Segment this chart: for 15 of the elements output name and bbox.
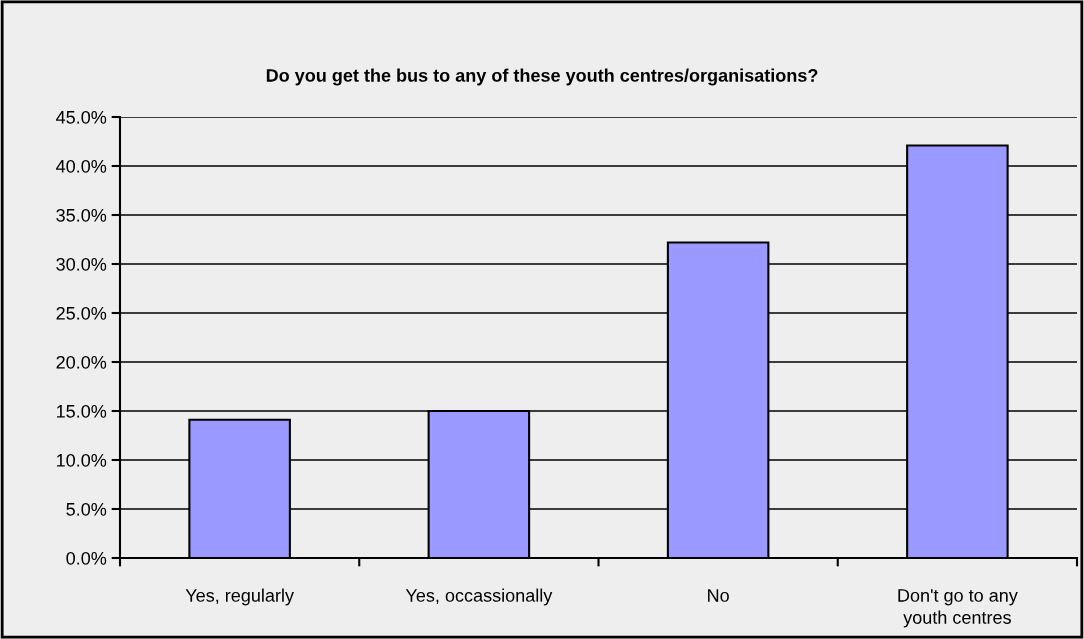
chart-title: Do you get the bus to any of these youth centres/organisations?: [266, 68, 818, 86]
y-tick-label: 40.0%: [56, 159, 107, 173]
y-tick-label: 20.0%: [56, 355, 107, 369]
y-tick-label: 0.0%: [66, 551, 107, 565]
y-tick-label: 25.0%: [56, 306, 107, 320]
x-tick-label: No: [708, 589, 729, 602]
x-tick-label: Yes, regularly: [185, 588, 294, 606]
y-tick-label: 30.0%: [56, 257, 107, 271]
y-tick-label: 45.0%: [56, 110, 107, 124]
x-tick-label: Yes, occassionally: [405, 588, 553, 606]
y-tick-label: 15.0%: [56, 404, 107, 418]
y-tick-label: 10.0%: [56, 453, 107, 467]
y-tick-label: 5.0%: [66, 502, 107, 516]
y-tick-label: 35.0%: [56, 208, 107, 222]
x-tick-label: Don't go to any youth centres: [898, 589, 1018, 628]
